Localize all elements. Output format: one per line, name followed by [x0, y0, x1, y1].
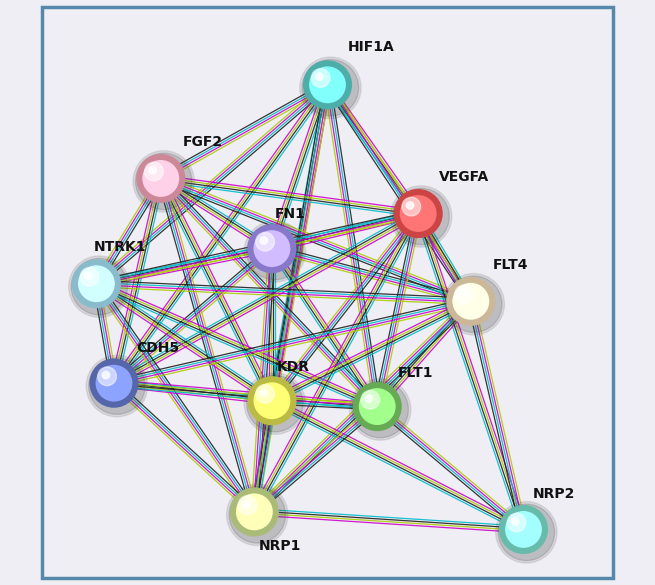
Circle shape: [446, 277, 495, 326]
Circle shape: [84, 272, 92, 279]
Circle shape: [359, 388, 396, 425]
Circle shape: [365, 395, 373, 402]
Circle shape: [136, 154, 185, 203]
Circle shape: [352, 381, 409, 438]
Text: FLT1: FLT1: [398, 366, 433, 380]
Circle shape: [459, 290, 466, 297]
Circle shape: [402, 197, 421, 216]
Circle shape: [248, 224, 297, 273]
Circle shape: [394, 189, 443, 238]
Text: CDH5: CDH5: [136, 341, 179, 355]
Circle shape: [248, 376, 297, 425]
Text: FGF2: FGF2: [183, 135, 223, 149]
Circle shape: [443, 273, 504, 335]
Circle shape: [242, 500, 250, 507]
Circle shape: [86, 356, 147, 417]
Circle shape: [512, 518, 519, 525]
Circle shape: [349, 379, 411, 440]
Circle shape: [80, 267, 99, 286]
Circle shape: [507, 513, 526, 532]
Circle shape: [453, 283, 489, 320]
Circle shape: [78, 265, 115, 302]
Circle shape: [253, 383, 290, 419]
Circle shape: [505, 511, 542, 548]
Text: NTRK1: NTRK1: [94, 240, 146, 254]
Circle shape: [71, 259, 128, 315]
Circle shape: [133, 151, 195, 212]
Circle shape: [246, 223, 303, 280]
Circle shape: [227, 484, 288, 545]
Circle shape: [400, 195, 437, 232]
Circle shape: [311, 68, 330, 87]
Circle shape: [309, 67, 346, 103]
Text: VEGFA: VEGFA: [439, 170, 489, 184]
Circle shape: [69, 256, 130, 317]
Circle shape: [300, 57, 361, 118]
Circle shape: [302, 60, 359, 116]
Circle shape: [142, 160, 179, 197]
Text: FLT4: FLT4: [493, 258, 529, 272]
Circle shape: [390, 185, 452, 247]
Circle shape: [96, 365, 132, 402]
Circle shape: [246, 376, 303, 432]
Text: HIF1A: HIF1A: [348, 40, 395, 54]
Circle shape: [88, 358, 145, 414]
Circle shape: [98, 367, 117, 386]
Text: NRP1: NRP1: [259, 539, 301, 553]
Circle shape: [89, 359, 139, 408]
Circle shape: [236, 494, 272, 530]
Circle shape: [499, 505, 548, 554]
Text: KDR: KDR: [276, 360, 310, 374]
Circle shape: [303, 60, 352, 109]
Text: NRP2: NRP2: [533, 487, 574, 501]
Circle shape: [145, 162, 163, 181]
Text: FN1: FN1: [275, 207, 306, 221]
Circle shape: [445, 276, 502, 332]
Circle shape: [149, 167, 157, 174]
Circle shape: [455, 285, 474, 304]
Circle shape: [260, 389, 267, 396]
Circle shape: [406, 202, 414, 209]
Circle shape: [244, 221, 306, 282]
Circle shape: [244, 373, 306, 434]
Circle shape: [352, 382, 402, 431]
Circle shape: [229, 487, 286, 543]
Circle shape: [255, 232, 274, 251]
Circle shape: [102, 371, 109, 378]
Circle shape: [316, 73, 323, 80]
Circle shape: [253, 230, 290, 267]
Circle shape: [361, 390, 380, 409]
Circle shape: [238, 495, 257, 514]
Circle shape: [230, 487, 279, 536]
Circle shape: [72, 259, 121, 308]
Circle shape: [496, 502, 557, 563]
Circle shape: [260, 237, 267, 244]
Circle shape: [136, 153, 192, 209]
Circle shape: [393, 188, 449, 245]
Circle shape: [498, 504, 555, 560]
Circle shape: [255, 384, 274, 403]
